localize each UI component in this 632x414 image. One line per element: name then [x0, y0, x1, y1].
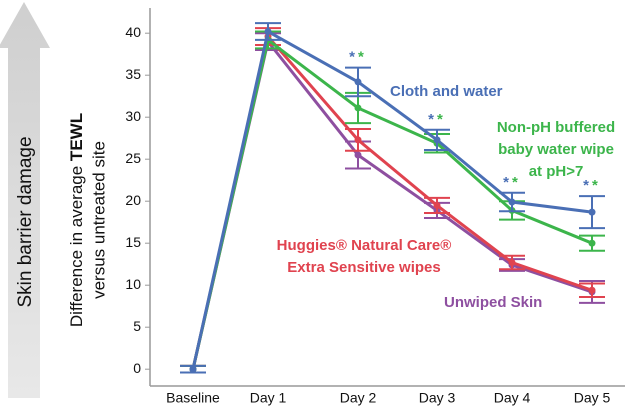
series-line	[191, 29, 593, 370]
significance-star: *	[503, 174, 512, 191]
x-tick-label: Day 2	[340, 390, 377, 406]
series-label: Unwiped Skin	[444, 294, 542, 311]
point	[354, 104, 362, 112]
y-label-bold: TEWL	[67, 113, 86, 161]
series-label: at pH>7	[529, 163, 584, 180]
significance-mark: **	[349, 49, 367, 66]
y-axis-label: Difference in average TEWL	[67, 113, 86, 327]
significance-star: *	[583, 177, 592, 194]
significance-star: *	[437, 111, 446, 128]
y-tick-label: 10	[125, 276, 141, 292]
point	[588, 208, 596, 216]
significance-star: *	[358, 49, 367, 66]
x-tick-label: Baseline	[166, 390, 220, 406]
point	[264, 28, 272, 36]
significance-star: *	[592, 177, 601, 194]
y-tick-label: 35	[125, 66, 141, 82]
y-tick-label: 40	[125, 24, 141, 40]
x-tick-label: Day 4	[494, 390, 531, 406]
significance-mark: **	[503, 174, 521, 191]
significance-star: *	[428, 111, 437, 128]
point	[433, 136, 441, 144]
series-line	[191, 37, 593, 370]
y-tick-label: 5	[133, 318, 141, 334]
significance-star: *	[349, 49, 358, 66]
point	[189, 365, 197, 373]
point	[508, 198, 516, 206]
series-label: Non-pH buffered	[497, 119, 615, 136]
significance-star: *	[512, 174, 521, 191]
series-label: Huggies® Natural Care®	[277, 237, 452, 254]
series-label: baby water wipe	[498, 141, 614, 158]
series	[180, 27, 605, 374]
series-label: Extra Sensitive wipes	[287, 259, 440, 276]
side-arrow-label: Skin barrier damage	[15, 136, 36, 307]
y-tick-label: 0	[133, 360, 141, 376]
point	[354, 151, 362, 159]
side-arrow	[0, 2, 50, 398]
point	[508, 259, 516, 267]
y-tick-label: 20	[125, 192, 141, 208]
significance-mark: **	[583, 177, 601, 194]
point	[588, 239, 596, 247]
point	[354, 78, 362, 86]
point	[588, 286, 596, 294]
y-tick-label: 25	[125, 150, 141, 166]
x-tick-label: Day 3	[419, 390, 456, 406]
y-tick-label: 30	[125, 108, 141, 124]
series-label: Cloth and water	[390, 83, 503, 100]
significance-mark: **	[428, 111, 446, 128]
x-tick-label: Day 5	[574, 390, 611, 406]
y-label-prefix: Difference in average	[67, 166, 86, 327]
y-tick-label: 15	[125, 234, 141, 250]
y-axis-label-line2: versus untreated site	[89, 141, 108, 299]
series	[180, 22, 605, 374]
point	[354, 136, 362, 144]
x-tick-label: Day 1	[250, 390, 287, 406]
point	[433, 201, 441, 209]
